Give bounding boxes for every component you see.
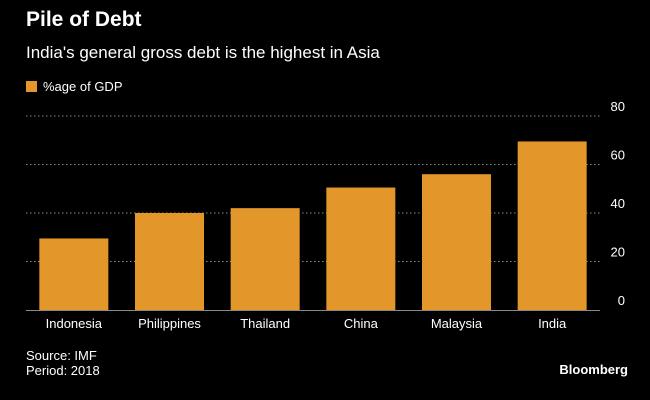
x-tick-label: Indonesia (46, 316, 103, 331)
x-tick-label: China (344, 316, 379, 331)
y-tick-label: 80 (611, 99, 625, 114)
period-note: Period: 2018 (26, 363, 100, 378)
bar-india (517, 141, 587, 310)
y-tick-label: 0 (618, 293, 625, 308)
y-tick-label: 60 (611, 148, 625, 163)
bar-thailand (230, 208, 300, 310)
bar-philippines (135, 213, 204, 310)
chart-title: Pile of Debt (26, 8, 142, 31)
legend-swatch (26, 80, 37, 92)
y-tick-label: 20 (611, 245, 625, 260)
legend: %age of GDP (26, 78, 123, 94)
bloomberg-logo: Bloomberg (559, 362, 628, 377)
x-tick-label: Thailand (240, 316, 290, 331)
legend-label: %age of GDP (43, 78, 123, 94)
bar-china (326, 187, 396, 310)
x-tick-label: Malaysia (431, 316, 483, 331)
x-tick-label: Philippines (138, 316, 201, 331)
bar-malaysia (422, 174, 491, 310)
x-tick-label: India (538, 316, 567, 331)
bar-indonesia (39, 238, 109, 310)
chart-subtitle: India's general gross debt is the highes… (26, 43, 380, 62)
source-note: Source: IMF (26, 348, 97, 363)
y-tick-label: 40 (611, 196, 625, 211)
